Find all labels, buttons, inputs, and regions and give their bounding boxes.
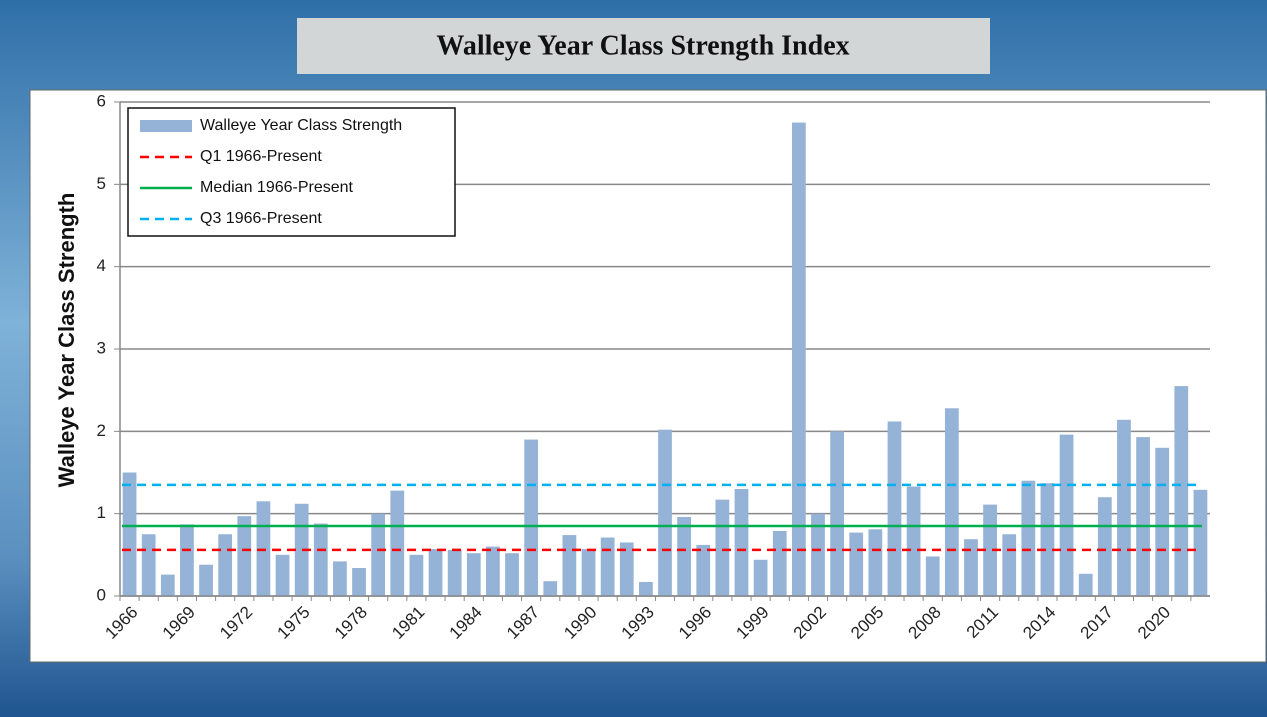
bar <box>410 555 424 596</box>
bar <box>524 440 538 596</box>
bar <box>964 539 978 596</box>
chart-title: Walleye Year Class Strength Index <box>436 30 849 61</box>
legend-swatch <box>140 120 192 132</box>
bar <box>199 565 213 596</box>
bar <box>448 550 462 596</box>
y-tick-label: 2 <box>97 421 106 440</box>
bar <box>314 524 328 596</box>
bar <box>467 553 481 596</box>
bar <box>907 486 921 596</box>
page: {"chart_data": {"type": "bar", "title": … <box>0 0 1267 717</box>
bar <box>868 529 882 596</box>
bar <box>1079 574 1093 596</box>
legend-label: Q1 1966-Present <box>200 148 322 165</box>
bar <box>276 555 290 596</box>
bar <box>754 560 768 596</box>
bar <box>161 575 175 596</box>
bar <box>658 430 672 596</box>
bar <box>1041 483 1055 596</box>
bar <box>1098 497 1112 596</box>
bar <box>429 549 443 596</box>
bar <box>563 535 577 596</box>
bar <box>218 534 232 596</box>
bar <box>333 561 347 596</box>
bar <box>505 553 519 596</box>
bar <box>1194 490 1208 596</box>
bar <box>1174 386 1188 596</box>
bar <box>926 556 940 596</box>
bar <box>123 473 137 597</box>
bar <box>543 581 557 596</box>
bar <box>639 582 653 596</box>
bar <box>696 545 710 596</box>
bar <box>1155 448 1169 596</box>
bar <box>486 547 500 596</box>
legend-label: Walleye Year Class Strength <box>200 117 402 134</box>
bar <box>773 531 787 596</box>
bar <box>1021 481 1035 596</box>
bar <box>735 489 749 596</box>
bar <box>582 549 596 596</box>
bar <box>142 534 156 596</box>
y-tick-label: 4 <box>97 256 106 275</box>
bar <box>945 408 959 596</box>
legend-label: Q3 1966-Present <box>200 210 322 227</box>
bar <box>352 568 366 596</box>
bar <box>849 533 863 596</box>
y-tick-label: 6 <box>97 91 106 110</box>
bar <box>677 517 691 596</box>
y-tick-label: 3 <box>97 338 106 357</box>
bar <box>1002 534 1016 596</box>
bar <box>237 516 251 596</box>
y-tick-label: 1 <box>97 503 106 522</box>
bar <box>715 500 729 596</box>
bar <box>390 491 404 596</box>
y-axis-label: Walleye Year Class Strength <box>54 193 79 488</box>
legend-label: Median 1966-Present <box>200 179 354 196</box>
y-tick-label: 5 <box>97 174 106 193</box>
bar <box>180 524 194 596</box>
bar <box>830 431 844 596</box>
bar <box>1136 437 1150 596</box>
bar <box>888 421 902 596</box>
bar <box>601 538 615 596</box>
y-tick-label: 0 <box>97 585 106 604</box>
bar <box>1117 420 1131 596</box>
bar <box>1060 435 1074 596</box>
chart: Walleye Year Class Strength Index Walley… <box>0 0 1267 717</box>
